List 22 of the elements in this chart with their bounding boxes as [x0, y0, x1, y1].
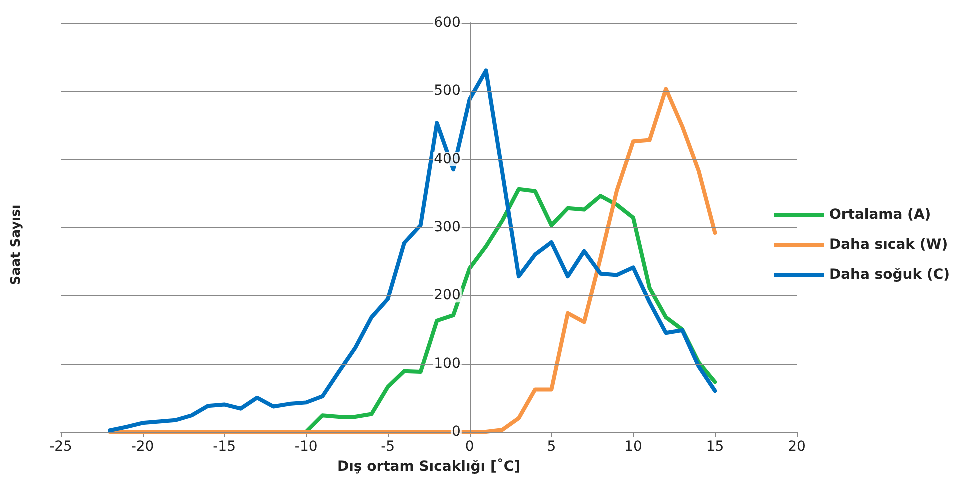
- legend-label: Ortalama (A): [829, 207, 932, 223]
- y-tick-label: 100: [434, 356, 461, 372]
- x-tick-label: 0: [465, 439, 474, 455]
- x-tick-label: 5: [547, 439, 556, 455]
- x-tick-label: -20: [131, 439, 154, 455]
- y-tick-label: 300: [434, 220, 461, 236]
- legend-label: Daha soğuk (C): [829, 267, 950, 283]
- x-tick-label: -25: [50, 439, 72, 455]
- legend-label: Daha sıcak (W): [829, 237, 948, 253]
- x-tick-label: 20: [788, 439, 806, 455]
- y-tick-label: 0: [452, 424, 461, 440]
- x-tick-label: -5: [381, 439, 396, 455]
- y-axis-title: Saat Sayısı: [9, 204, 24, 286]
- x-tick-label: 15: [706, 439, 724, 455]
- y-tick-label: 200: [434, 288, 461, 304]
- x-axis-title: Dış ortam Sıcaklığı [˚C]: [337, 458, 521, 475]
- x-tick-label: -10: [294, 439, 318, 455]
- x-tick-label: 10: [624, 439, 642, 455]
- y-tick-label: 400: [434, 151, 461, 168]
- y-tick-label: 600: [434, 15, 461, 31]
- y-tick-label: 500: [434, 83, 461, 100]
- x-tick-label: -15: [213, 439, 236, 455]
